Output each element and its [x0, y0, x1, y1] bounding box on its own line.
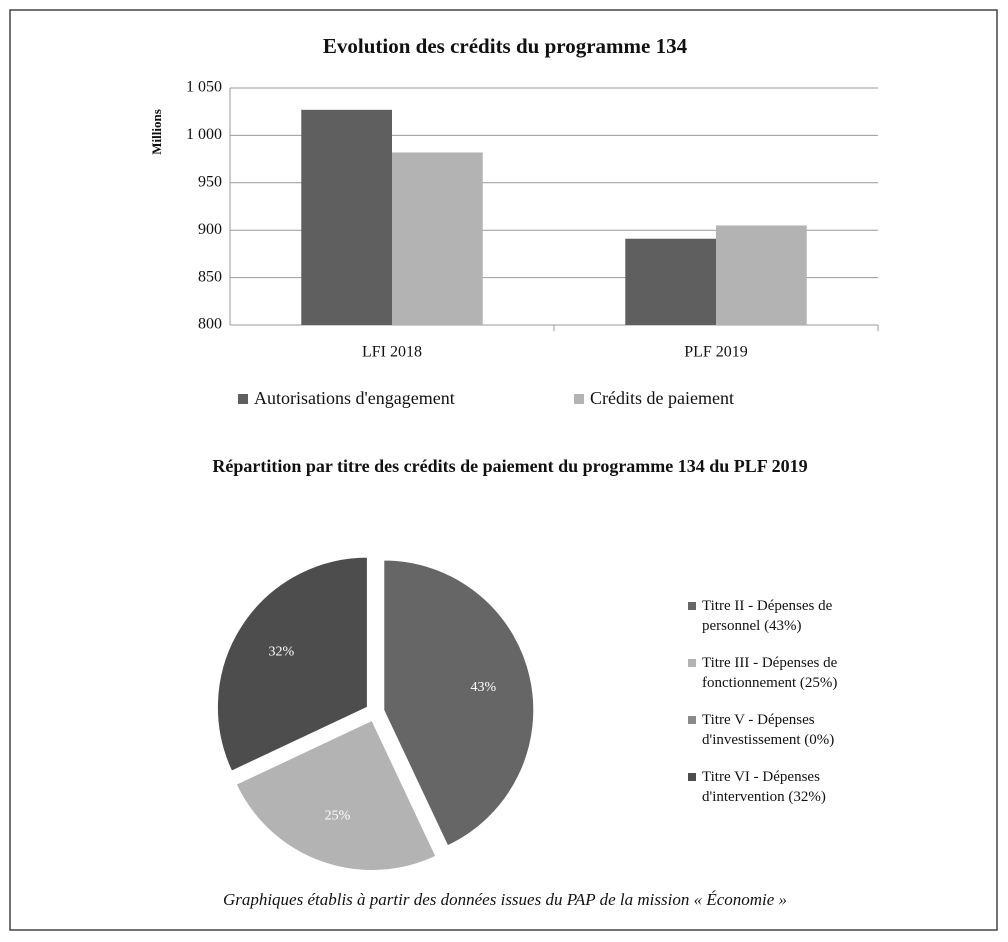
y-tick-label: 900 [198, 221, 222, 238]
chart-title: Evolution des crédits du programme 134 [323, 34, 688, 58]
x-tick-label: PLF 2019 [684, 344, 748, 361]
legend-label: Titre II - Dépenses de personnel (43%) [702, 598, 833, 634]
y-tick-label: 850 [198, 268, 222, 285]
pie-title: Répartition par titre des crédits de pai… [212, 456, 808, 476]
x-tick-label: LFI 2018 [362, 344, 422, 361]
legend-swatch [574, 394, 584, 404]
pie-slice [383, 559, 535, 847]
y-tick-label: 1 050 [186, 79, 222, 96]
data-label: 32% [268, 645, 294, 660]
legend-label: Titre III - Dépenses de fonctionnement (… [702, 655, 838, 691]
bar [625, 238, 716, 325]
pie-slice [216, 556, 368, 772]
y-tick-label: 1 000 [186, 126, 222, 143]
bar [301, 109, 392, 325]
pie-slice [235, 719, 437, 871]
bar [716, 225, 807, 325]
data-label: 25% [325, 809, 351, 824]
legend-label: Autorisations d'engagement [254, 388, 455, 408]
caption: Graphiques établis à partir des données … [222, 890, 788, 909]
data-label: 43% [470, 680, 496, 695]
legend-swatch [688, 602, 696, 610]
legend-label: Titre V - Dépenses d'investissement (0%) [702, 712, 835, 748]
bar [392, 152, 483, 325]
legend-label: Titre VI - Dépenses d'intervention (32%) [702, 769, 826, 805]
legend-swatch [688, 659, 696, 667]
y-tick-label: 950 [198, 173, 222, 190]
legend-swatch [688, 716, 696, 724]
frame [9, 9, 998, 931]
legend-label: Crédits de paiement [590, 388, 734, 408]
legend-swatch [238, 394, 248, 404]
y-tick-label: 800 [198, 316, 222, 333]
legend-swatch [688, 773, 696, 781]
y-axis-label: Millions [149, 109, 164, 155]
